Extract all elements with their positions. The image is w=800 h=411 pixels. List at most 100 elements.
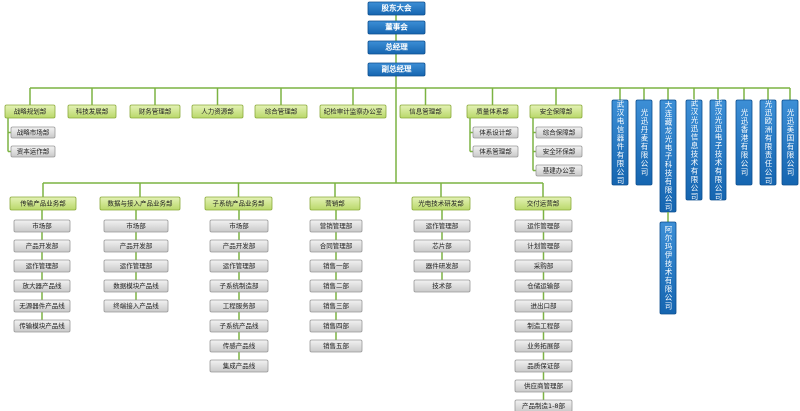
department (254, 104, 308, 119)
department (529, 104, 583, 119)
sub-department-label: 安全环保部 (543, 147, 576, 156)
leader-label: 总经理 (385, 42, 408, 52)
unit-department-label: 销售一部 (323, 261, 350, 270)
unit-department (514, 279, 573, 293)
unit-department (514, 379, 573, 393)
unit-department (309, 239, 363, 253)
unit-department (309, 319, 363, 333)
sub-department (10, 126, 56, 139)
unit-department (13, 239, 71, 253)
unit-department-label: 技术部 (432, 281, 452, 290)
subsidiary (635, 99, 653, 186)
unit-department-label: 终端接入产品线 (113, 301, 159, 310)
subsidiary-label: 大连藏龙光电子科技有限公司 (664, 99, 673, 211)
leader-label: 副总经理 (382, 64, 412, 74)
business-unit-label: 子系统产品业务部 (213, 199, 266, 208)
business-unit (309, 196, 361, 211)
unit-department-label: 传输模块产品线 (19, 321, 65, 330)
unit-department-label: 品质保证部 (527, 361, 560, 370)
unit-department (13, 279, 71, 293)
unit-department-label: 采购部 (534, 261, 554, 270)
subsidiary (709, 99, 727, 201)
department (67, 104, 117, 119)
unit-department (514, 299, 573, 313)
subsidiary (759, 99, 777, 186)
unit-department (514, 219, 573, 233)
department-label: 纪检审计监察办公室 (324, 107, 383, 116)
unit-department (209, 359, 269, 373)
unit-department (514, 319, 573, 333)
unit-department-label: 进出口部 (531, 301, 558, 310)
department (129, 104, 181, 119)
unit-department (309, 339, 363, 353)
sub-subsidiary-label: 阿尔玛伊技术有限公司 (664, 225, 673, 310)
department (466, 104, 519, 119)
business-unit-label: 交付运营部 (527, 199, 560, 208)
business-unit-label: 光电技术研发部 (418, 199, 464, 208)
unit-department-label: 产品制造1-8部 (522, 401, 566, 410)
department-label: 财务管理部 (139, 107, 172, 116)
unit-department-label: 供应商管理部 (524, 381, 564, 390)
department-label: 信息管理部 (409, 107, 442, 116)
unit-department (413, 239, 471, 253)
unit-department-label: 子系统制造部 (220, 281, 260, 290)
department-label: 质量体系部 (476, 107, 509, 116)
subsidiary-label: 武汉电信器件有限公司 (616, 99, 625, 185)
sub-department (10, 145, 56, 158)
unit-department (309, 219, 363, 233)
unit-department (309, 279, 363, 293)
unit-department-label: 运作管理部 (120, 261, 153, 270)
business-unit-label: 营销部 (325, 199, 345, 208)
sub-department (535, 164, 583, 177)
business-unit-label: 传输产品业务部 (20, 199, 66, 208)
unit-department-label: 合同管理部 (320, 241, 353, 250)
unit-department-label: 运作管理部 (26, 261, 59, 270)
business-unit (9, 196, 77, 211)
sub-department-label: 体系设计部 (479, 128, 512, 137)
unit-department (103, 239, 169, 253)
unit-department-label: 无源器件产品线 (19, 301, 65, 310)
sub-department-label: 战略市场部 (17, 128, 50, 137)
unit-department-label: 芯片部 (432, 241, 452, 250)
unit-department-label: 数据模块产品线 (113, 281, 159, 290)
unit-department-label: 仓储运输部 (527, 281, 560, 290)
sub-department-label: 综合保障部 (543, 128, 576, 137)
leader (367, 20, 426, 35)
sub-department-label: 资本运作部 (17, 147, 50, 156)
unit-department-label: 运作管理部 (223, 261, 256, 270)
leader-label: 董事会 (385, 22, 408, 32)
unit-department (209, 259, 269, 273)
unit-department (209, 299, 269, 313)
department (191, 104, 244, 119)
unit-department-label: 计划管理部 (527, 241, 560, 250)
unit-department-label: 产品开发部 (120, 241, 153, 250)
unit-department (209, 339, 269, 353)
unit-department (413, 259, 471, 273)
unit-department (103, 279, 169, 293)
unit-department (209, 239, 269, 253)
unit-department-label: 产品开发部 (26, 241, 59, 250)
sub-department (472, 145, 519, 158)
unit-department (413, 219, 471, 233)
department (399, 104, 452, 119)
unit-department (514, 359, 573, 373)
unit-department-label: 销售四部 (323, 321, 350, 330)
department-label: 人力资源部 (201, 107, 234, 116)
sub-department (535, 145, 583, 158)
unit-department (514, 399, 573, 411)
sub-department-label: 体系管理部 (479, 147, 512, 156)
subsidiary-label: 武汉光迅电子技术有限公司 (714, 98, 723, 201)
unit-department (13, 319, 71, 333)
department-label: 综合管理部 (265, 107, 298, 116)
department-label: 安全保障部 (540, 107, 573, 116)
subsidiary-label: 武汉光迅信息技术有限公司 (690, 98, 699, 201)
business-unit-label: 数据与接入产品业务部 (108, 199, 174, 208)
unit-department (209, 319, 269, 333)
unit-department-label: 销售五部 (323, 341, 350, 350)
leader-label: 股东大会 (382, 3, 412, 13)
unit-department (13, 259, 71, 273)
subsidiary (781, 99, 799, 186)
unit-department-label: 器件研发部 (426, 261, 459, 270)
business-unit (411, 196, 471, 211)
unit-department-label: 销售二部 (323, 281, 350, 290)
